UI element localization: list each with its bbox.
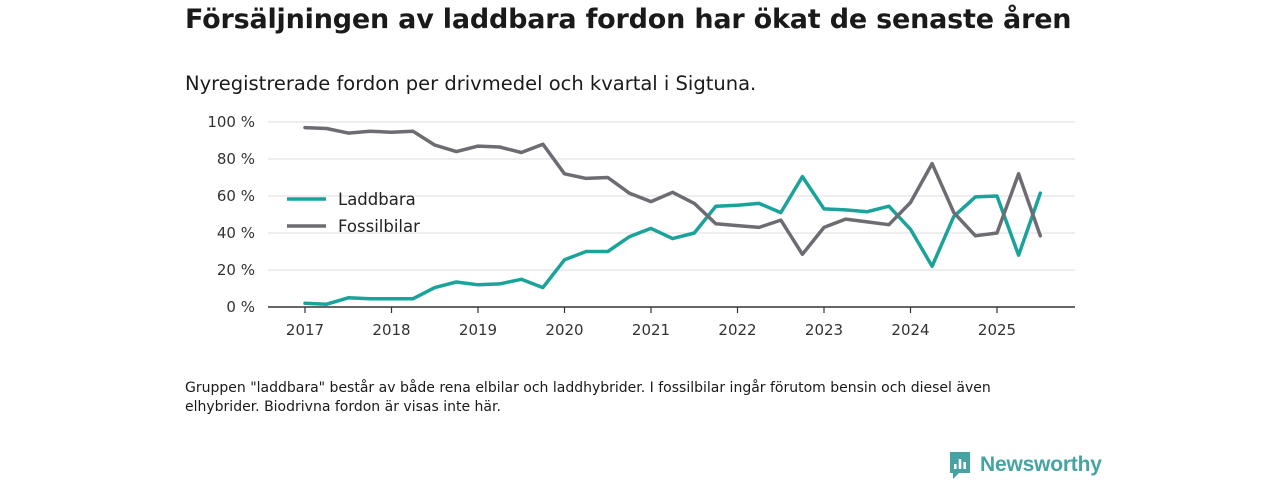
y-tick-label: 80 % xyxy=(217,150,255,168)
x-axis: 2017 2018 2019 2020 2021 2022 2023 2024 2025 xyxy=(268,306,1075,339)
brand-name: Newsworthy xyxy=(980,453,1102,476)
chart-title: Försäljningen av laddbara fordon har öka… xyxy=(185,4,1072,35)
legend-label-laddbara: Laddbara xyxy=(338,190,416,209)
chart-subtitle: Nyregistrerade fordon per drivmedel och … xyxy=(185,72,757,95)
x-tick-label: 2021 xyxy=(632,321,670,339)
x-tick-label: 2019 xyxy=(459,321,497,339)
x-tick-label: 2024 xyxy=(891,321,929,339)
series-line-fossilbilar xyxy=(303,125,1043,257)
series-lines xyxy=(303,125,1043,306)
y-tick-label: 40 % xyxy=(217,224,255,242)
x-tick-label: 2017 xyxy=(286,321,324,339)
x-tick-label: 2020 xyxy=(545,321,583,339)
x-tick-label: 2018 xyxy=(372,321,410,339)
newsworthy-logo: Newsworthy xyxy=(948,450,1102,480)
series-line-laddbara xyxy=(303,174,1043,306)
y-tick-label: 100 % xyxy=(207,113,255,131)
newsworthy-logo-icon xyxy=(950,452,970,479)
x-tick-label: 2025 xyxy=(978,321,1016,339)
footnote: Gruppen "laddbara" består av både rena e… xyxy=(185,380,991,415)
legend: Laddbara Fossilbilar xyxy=(287,190,420,236)
gridlines xyxy=(268,121,1075,271)
x-tick-label: 2022 xyxy=(718,321,756,339)
x-tick-label: 2023 xyxy=(805,321,843,339)
y-tick-label: 20 % xyxy=(217,261,255,279)
y-axis-ticks: 0 % 20 % 40 % 60 % 80 % 100 % xyxy=(207,113,255,316)
y-tick-label: 60 % xyxy=(217,187,255,205)
line-chart: 0 % 20 % 40 % 60 % 80 % 100 % 2017 2018 2019 202… xyxy=(207,113,1075,339)
y-tick-label: 0 % xyxy=(226,298,255,316)
legend-label-fossilbilar: Fossilbilar xyxy=(338,217,420,236)
